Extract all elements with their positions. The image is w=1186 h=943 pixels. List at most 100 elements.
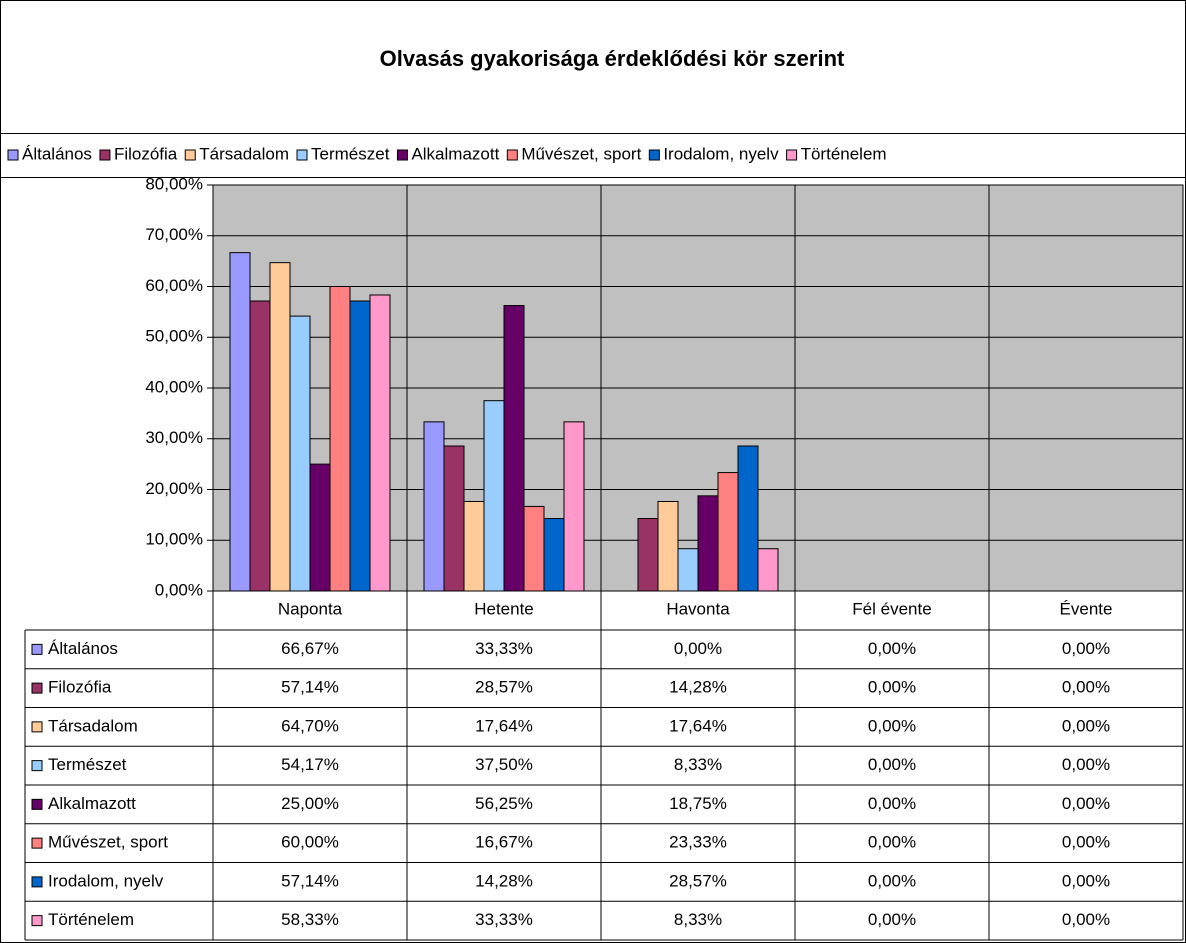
table-cell: 58,33% <box>281 910 339 929</box>
bar <box>677 548 699 592</box>
legend-swatch <box>99 149 111 161</box>
legend-swatch <box>396 149 408 161</box>
row-label: Történelem <box>48 910 134 929</box>
legend-swatch <box>31 798 43 810</box>
table-cell: 25,00% <box>281 794 339 813</box>
legend-swatch <box>506 149 518 161</box>
x-tick-label: Fél évente <box>852 599 931 618</box>
table-cell: 57,14% <box>281 871 339 890</box>
table-cell: 0,00% <box>1062 755 1110 774</box>
legend-label: Alkalmazott <box>411 144 499 163</box>
bar <box>329 286 351 592</box>
legend-swatch <box>31 837 43 849</box>
table-cell: 0,00% <box>1062 910 1110 929</box>
table-cell: 64,70% <box>281 716 339 735</box>
x-tick-label: Hetente <box>474 599 534 618</box>
legend-label: Művészet, sport <box>521 144 641 163</box>
bar <box>349 300 371 592</box>
row-label: Társadalom <box>48 716 138 735</box>
legend-label: Általános <box>22 144 92 163</box>
legend-swatch <box>31 876 43 888</box>
legend-swatch <box>296 149 308 161</box>
table-cell: 33,33% <box>475 910 533 929</box>
table-cell: 18,75% <box>669 794 727 813</box>
bar <box>443 445 465 592</box>
legend-label: Természet <box>311 144 390 163</box>
bar <box>503 305 525 592</box>
bar <box>657 500 679 592</box>
legend-swatch <box>7 149 19 161</box>
bar <box>697 495 719 592</box>
x-tick-label: Havonta <box>666 599 730 618</box>
bar <box>229 252 251 592</box>
bar <box>717 472 739 592</box>
x-tick-label: Naponta <box>278 599 343 618</box>
chart-title: Olvasás gyakorisága érdeklődési kör szer… <box>380 46 845 71</box>
row-label: Természet <box>48 755 127 774</box>
table-cell: 0,00% <box>868 639 916 658</box>
row-label: Irodalom, nyelv <box>48 871 164 890</box>
table-cell: 0,00% <box>868 910 916 929</box>
bar <box>423 421 445 592</box>
table-cell: 0,00% <box>1062 794 1110 813</box>
legend-swatch <box>184 149 196 161</box>
legend-swatch <box>31 721 43 733</box>
bar <box>543 518 565 592</box>
table-cell: 0,00% <box>674 639 722 658</box>
bar <box>483 400 505 592</box>
row-label: Filozófia <box>48 678 112 697</box>
y-tick-label: 80,00% <box>145 174 203 193</box>
y-tick-label: 70,00% <box>145 225 203 244</box>
bar <box>563 421 585 592</box>
bar <box>249 300 271 592</box>
table-cell: 16,67% <box>475 833 533 852</box>
table-cell: 0,00% <box>868 755 916 774</box>
legend-label: Történelem <box>801 144 887 163</box>
table-cell: 28,57% <box>669 871 727 890</box>
table-cell: 0,00% <box>1062 716 1110 735</box>
legend-swatch <box>648 149 660 161</box>
table-cell: 14,28% <box>475 871 533 890</box>
row-label: Alkalmazott <box>48 794 136 813</box>
legend-label: Társadalom <box>199 144 289 163</box>
table-cell: 33,33% <box>475 639 533 658</box>
legend-frame <box>0 133 1186 178</box>
bar <box>637 518 659 592</box>
table-cell: 0,00% <box>868 794 916 813</box>
table-cell: 8,33% <box>674 755 722 774</box>
table-cell: 0,00% <box>868 716 916 735</box>
legend-swatch <box>31 915 43 927</box>
table-cell: 60,00% <box>281 833 339 852</box>
table-cell: 57,14% <box>281 678 339 697</box>
table-cell: 28,57% <box>475 678 533 697</box>
bar <box>757 548 779 592</box>
y-tick-label: 10,00% <box>145 530 203 549</box>
table-cell: 0,00% <box>868 678 916 697</box>
table-cell: 0,00% <box>868 871 916 890</box>
bar <box>289 315 311 592</box>
bar <box>369 294 391 592</box>
legend-swatch <box>31 643 43 655</box>
legend-swatch <box>31 682 43 694</box>
y-tick-label: 50,00% <box>145 327 203 346</box>
row-label: Általános <box>48 639 118 658</box>
bar <box>309 463 331 592</box>
bar <box>523 505 545 592</box>
y-tick-label: 30,00% <box>145 428 203 447</box>
table-cell: 66,67% <box>281 639 339 658</box>
bar <box>269 262 291 592</box>
bar <box>737 445 759 592</box>
legend-swatch <box>786 149 798 161</box>
x-tick-label: Évente <box>1060 599 1113 618</box>
row-label: Művészet, sport <box>48 833 168 852</box>
table-cell: 56,25% <box>475 794 533 813</box>
y-tick-label: 20,00% <box>145 479 203 498</box>
table-cell: 23,33% <box>669 833 727 852</box>
legend-swatch <box>31 760 43 772</box>
y-tick-label: 40,00% <box>145 377 203 396</box>
table-cell: 17,64% <box>475 716 533 735</box>
table-cell: 54,17% <box>281 755 339 774</box>
legend-label: Irodalom, nyelv <box>663 144 779 163</box>
y-tick-label: 0,00% <box>155 580 203 599</box>
table-cell: 17,64% <box>669 716 727 735</box>
